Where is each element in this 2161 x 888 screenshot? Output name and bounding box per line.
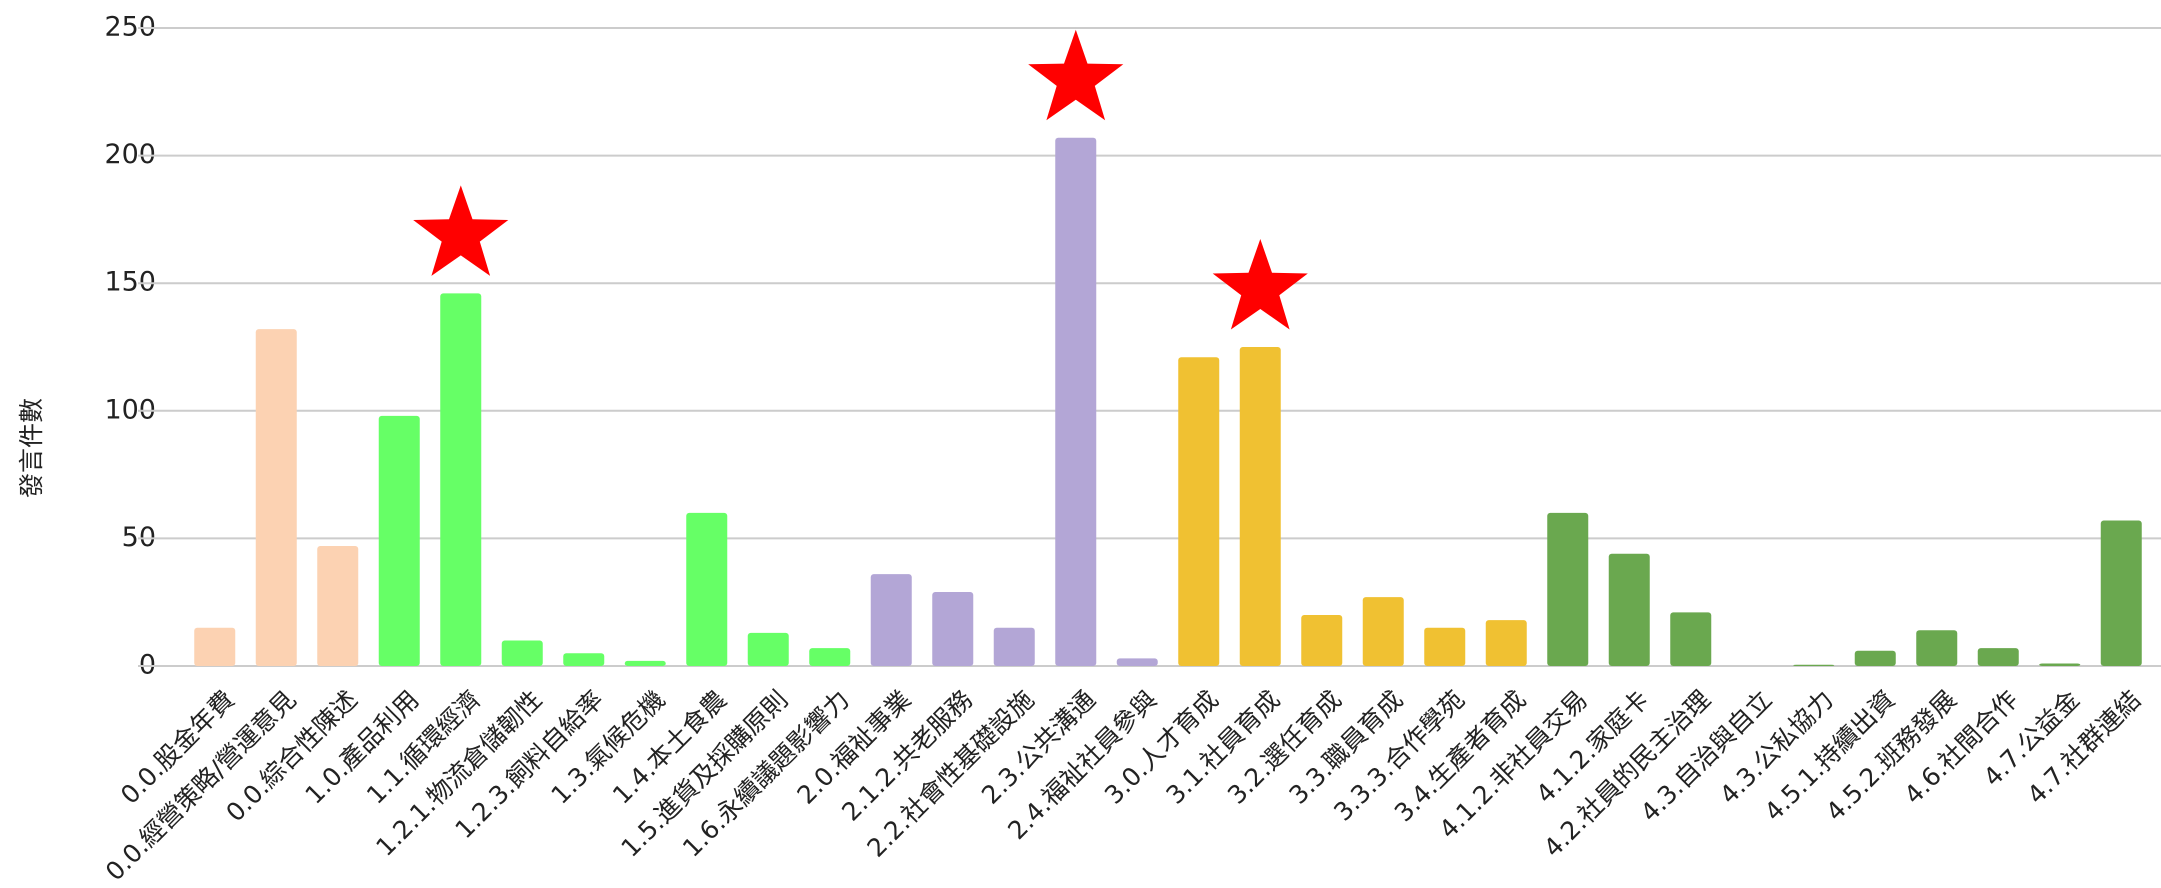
bar (870, 574, 912, 666)
y-axis-label: 發言件數 (17, 398, 46, 498)
bar (993, 627, 1035, 666)
highlight-star (413, 185, 509, 276)
bar (1854, 650, 1896, 666)
bar (2100, 520, 2142, 666)
bar (1608, 553, 1650, 666)
bar (624, 660, 666, 666)
bar (1116, 658, 1158, 666)
highlight-star (1212, 239, 1308, 330)
bar (747, 632, 789, 666)
bar (932, 591, 974, 666)
bar (378, 415, 420, 666)
bar (1178, 357, 1220, 666)
bar (1547, 512, 1589, 666)
bar (317, 546, 359, 666)
bar (440, 293, 482, 666)
bar (1670, 612, 1712, 666)
bar (1362, 597, 1404, 666)
bar (2039, 663, 2081, 666)
bar (1916, 630, 1958, 666)
bar (686, 512, 728, 666)
bar (1424, 627, 1466, 666)
bar (501, 640, 543, 666)
bar (1239, 347, 1281, 666)
bar (1485, 620, 1527, 666)
bar (1301, 614, 1343, 666)
bar (809, 648, 851, 666)
bar (1055, 137, 1097, 667)
bar (255, 329, 297, 666)
bar (1793, 664, 1835, 666)
bar (194, 627, 236, 666)
highlight-star (1028, 29, 1124, 121)
bar (563, 653, 605, 666)
bar (1977, 648, 2019, 666)
